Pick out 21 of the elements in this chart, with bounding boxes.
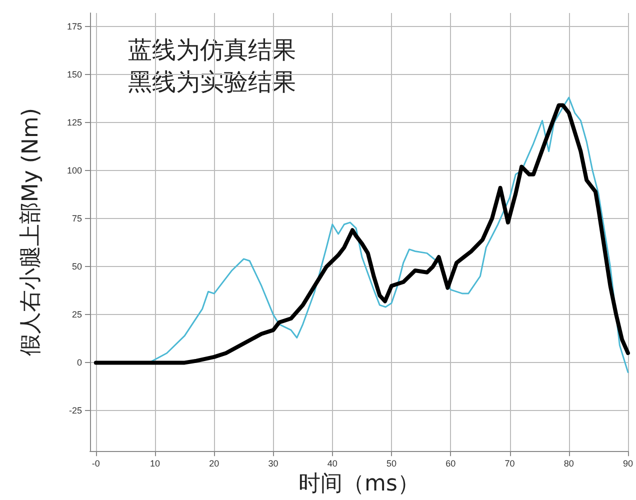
y-tick-label: 0 xyxy=(76,358,82,368)
x-axis-title: 时间（ms） xyxy=(298,472,420,496)
y-tick-label: 150 xyxy=(66,69,82,80)
y-tick-label: 75 xyxy=(72,214,82,224)
x-tick-label: 30 xyxy=(268,458,278,469)
x-tick-label: -0 xyxy=(92,458,100,469)
x-tick-label: 90 xyxy=(622,458,633,469)
x-tick-label: 60 xyxy=(446,458,456,469)
y-tick-label: 50 xyxy=(72,262,82,272)
x-tick-label: 80 xyxy=(564,458,574,469)
y-axis-title: 假人右小腿上部My (Nm) xyxy=(18,108,44,356)
y-tick-label: 175 xyxy=(66,21,82,32)
x-tick-label: 50 xyxy=(386,458,397,469)
x-tick-label: 40 xyxy=(327,458,338,469)
y-tick-label: 125 xyxy=(66,118,82,128)
y-tick-label: -25 xyxy=(68,406,82,416)
y-tick-label: 25 xyxy=(72,310,82,320)
x-tick-label: 20 xyxy=(209,458,220,469)
y-tick-label: 100 xyxy=(66,166,82,176)
x-tick-label: 70 xyxy=(504,458,515,469)
x-tick-label: 10 xyxy=(150,458,160,469)
